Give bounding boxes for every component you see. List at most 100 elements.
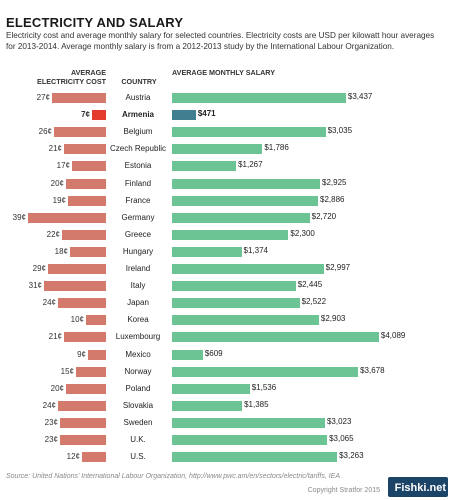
cost-bar	[76, 366, 106, 377]
country-label: Italy	[130, 281, 146, 291]
salary-value-label: $2,300	[290, 228, 315, 238]
salary-value-label: $3,065	[329, 434, 354, 443]
salary-bar	[172, 349, 203, 360]
cost-value-label: 29¢	[32, 264, 46, 273]
salary-bar	[172, 195, 319, 206]
cost-value-label: 26¢	[38, 127, 52, 137]
country-label: Czech Republic	[109, 144, 167, 154]
salary-value-label: $3,437	[347, 92, 373, 101]
chart-row: 39¢ Germany $2,720	[0, 209, 452, 227]
country-label: Norway	[124, 366, 152, 376]
cost-value-label: 10¢	[70, 315, 84, 325]
salary-bar	[172, 298, 300, 309]
salary-bar	[172, 161, 237, 172]
cost-value-label: 27¢	[36, 93, 50, 102]
chart-title: ELECTRICITY AND SALARY	[6, 15, 184, 30]
cost-bar	[66, 178, 106, 189]
cost-value-label: 19¢	[52, 195, 66, 205]
chart-row: 10¢ Korea $2,903	[0, 311, 452, 329]
cost-value-label: 23¢	[44, 435, 58, 444]
chart-row: 29¢ Ireland $2,997	[0, 260, 452, 278]
cost-bar	[64, 332, 106, 343]
chart-row: 21¢ Czech Republic $1,786	[0, 140, 452, 158]
chart-row: 26¢ Belgium $3,035	[0, 123, 452, 141]
country-label: Slovakia	[122, 400, 154, 410]
chart-row: 24¢ Japan $2,522	[0, 294, 452, 312]
cost-bar	[48, 264, 106, 274]
cost-bar	[82, 452, 106, 463]
salary-value-label: $2,445	[297, 280, 323, 290]
chart-row: 27¢ Austria $3,437	[0, 89, 452, 107]
cost-value-label: 18¢	[54, 246, 68, 256]
salary-bar	[172, 400, 243, 411]
cost-bar	[60, 435, 106, 445]
cost-value-label: 31¢	[28, 281, 42, 291]
cost-bar	[72, 161, 106, 172]
cost-bar	[28, 212, 106, 223]
salary-bar	[172, 366, 359, 377]
salary-bar	[172, 264, 324, 274]
chart-row: 18¢ Hungary $1,374	[0, 243, 452, 261]
salary-bar	[172, 435, 328, 445]
cost-value-label: 12¢	[66, 452, 80, 462]
salary-bar	[172, 281, 296, 292]
chart-subtitle: Electricity cost and average monthly sal…	[6, 31, 435, 51]
salary-value-label: $609	[204, 348, 223, 358]
salary-value-label: $3,023	[326, 416, 352, 426]
country-label: Sweden	[123, 417, 153, 427]
cost-bar	[52, 93, 106, 103]
country-label: Korea	[127, 315, 149, 325]
salary-value-label: $2,720	[311, 211, 337, 221]
salary-column-header: AVERAGE MONTHLY SALARY	[172, 68, 276, 77]
country-label: U.S.	[130, 452, 146, 462]
salary-bar	[172, 315, 319, 326]
cost-bar	[58, 298, 106, 309]
copyright-note: Copyright Stratfor 2015	[307, 487, 380, 494]
chart-row: 15¢ Norway $3,678	[0, 363, 452, 381]
country-label: U.K.	[130, 435, 146, 444]
country-label: Belgium	[123, 127, 153, 137]
salary-bar	[172, 93, 346, 103]
country-label: Mexico	[125, 349, 151, 359]
salary-bar	[172, 452, 338, 463]
cost-value-label: 22¢	[46, 229, 60, 239]
chart-row: 12¢ U.S. $3,263	[0, 448, 452, 466]
salary-value-label: $4,089	[380, 331, 406, 341]
salary-bar	[172, 383, 250, 394]
cost-value-label: 7¢	[81, 110, 90, 120]
cost-value-label: 24¢	[42, 400, 56, 410]
country-label: Armenia	[121, 110, 154, 120]
cost-bar	[60, 417, 106, 428]
chart-row: 17¢ Estonia $1,267	[0, 157, 452, 175]
salary-value-label: $1,374	[243, 245, 268, 255]
cost-value-label: 21¢	[48, 332, 62, 342]
cost-value-label: 17¢	[56, 161, 70, 171]
salary-value-label: $2,903	[320, 314, 346, 324]
salary-value-label: $471	[197, 109, 216, 119]
country-label: Luxembourg	[115, 332, 161, 342]
salary-bar	[172, 246, 242, 257]
cost-bar	[70, 246, 106, 257]
watermark-text: Fishki.net	[394, 482, 446, 494]
salary-bar	[172, 212, 310, 223]
salary-value-label: $1,536	[251, 382, 277, 392]
source-note: Source: United Nations' International La…	[6, 473, 340, 480]
country-label: Ireland	[125, 264, 151, 273]
cost-bar	[44, 281, 106, 292]
cost-column-header: AVERAGE ELECTRICITY COST	[37, 68, 106, 86]
salary-value-label: $1,385	[244, 399, 269, 409]
cost-value-label: 15¢	[60, 366, 74, 376]
cost-value-label: 21¢	[48, 144, 62, 154]
salary-bar	[172, 417, 325, 428]
country-label: Austria	[125, 93, 151, 102]
cost-bar	[58, 400, 106, 411]
cost-bar	[86, 315, 106, 326]
salary-value-label: $2,997	[325, 263, 351, 272]
chart-row: 7¢ Armenia $471	[0, 106, 452, 124]
country-label: Finland	[124, 178, 152, 188]
salary-value-label: $3,035	[327, 126, 353, 136]
salary-bar	[172, 229, 289, 240]
watermark-logo	[388, 477, 448, 497]
country-label: Estonia	[124, 161, 152, 171]
salary-bar	[172, 178, 320, 189]
